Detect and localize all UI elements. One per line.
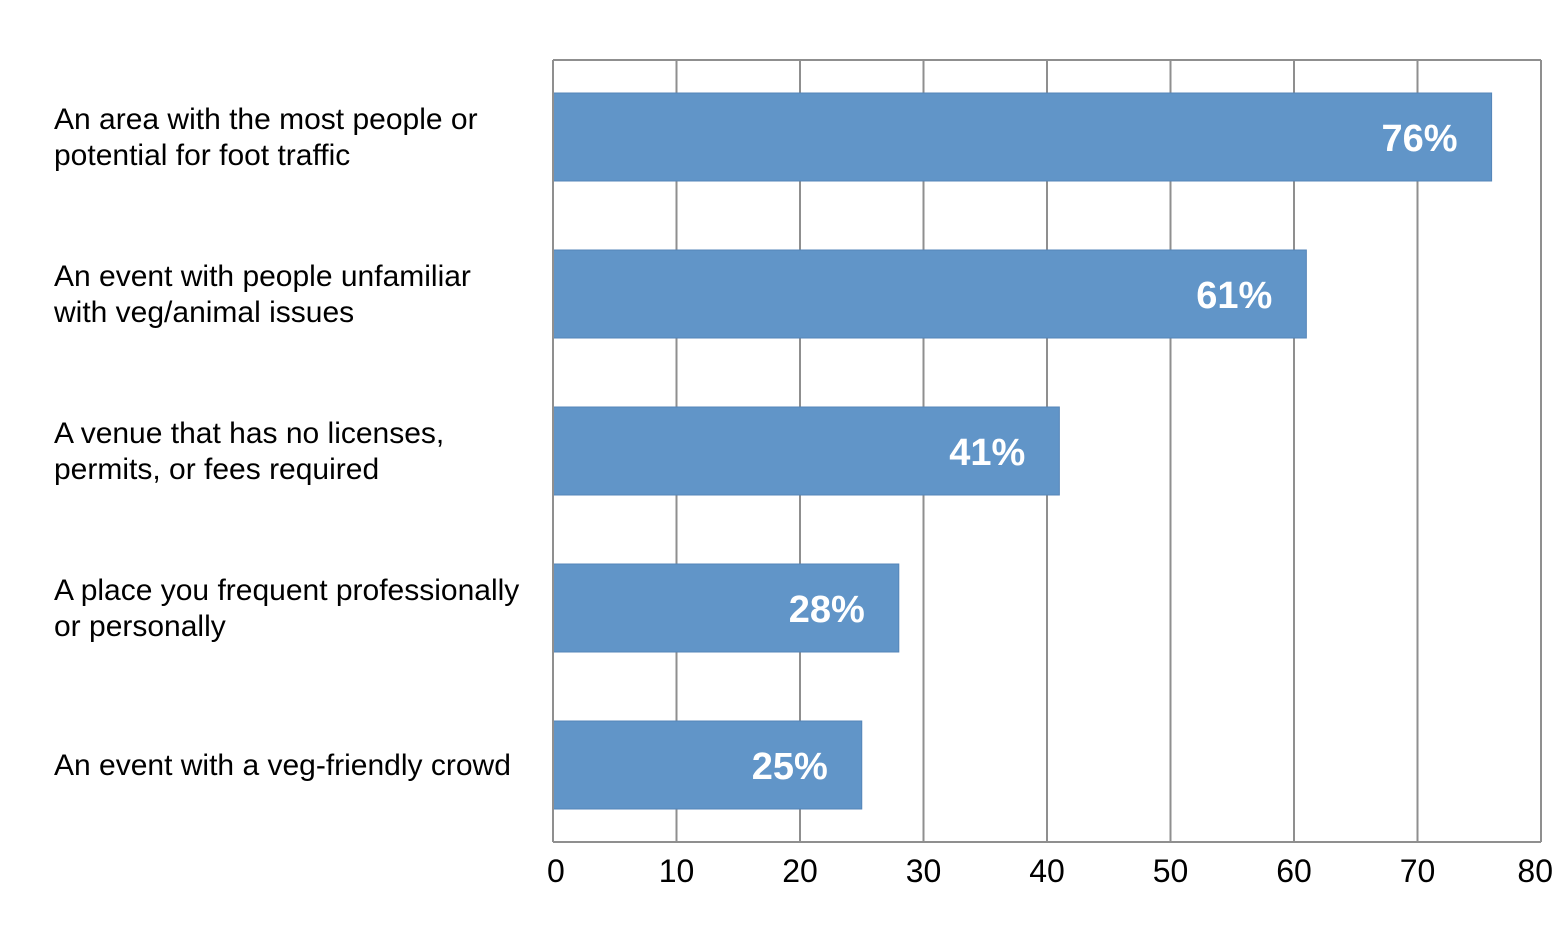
category-label-line: An event with a veg-friendly crowd [54,749,511,782]
category-labels: An area with the most people or potential… [53,103,519,782]
data-label-1: 76% [1382,118,1458,160]
x-tick-label-70: 70 [1400,853,1436,889]
axes [552,60,1541,843]
x-tick-label-80: 80 [1517,853,1553,889]
data-label-5: 25% [752,746,828,788]
x-tick-label-60: 60 [1276,853,1312,889]
x-tick-labels: 0 10 20 30 40 50 60 70 80 [547,853,1553,889]
category-label-2: An event with people unfamiliar with veg/… [53,260,471,329]
bar-3 [552,406,1060,496]
category-label-line: A venue that has no licenses, [54,417,444,450]
bar-4 [552,563,900,653]
category-label-line: permits, or fees required [54,453,379,486]
category-label-line: with veg/animal issues [53,296,354,329]
x-tick-label-10: 10 [659,853,695,889]
data-label-3: 41% [949,432,1025,474]
category-label-3: A venue that has no licenses, permits, or… [54,417,444,486]
category-label-line: A place you frequent professionally [54,574,519,607]
category-label-1: An area with the most people or potential… [54,103,478,172]
category-label-4: A place you frequent professionally or pe… [54,574,519,643]
data-label-4: 28% [789,589,865,631]
category-label-line: An event with people unfamiliar [54,260,471,293]
gridlines [553,59,1542,842]
bar-1 [552,92,1493,182]
bar-5 [552,720,863,810]
category-label-5: An event with a veg-friendly crowd [54,749,511,782]
bars [552,92,1493,810]
data-label-2: 61% [1196,275,1272,317]
x-tick-label-0: 0 [547,853,565,889]
x-tick-label-20: 20 [782,853,818,889]
x-tick-label-30: 30 [906,853,942,889]
x-tick-label-40: 40 [1029,853,1065,889]
x-tick-label-50: 50 [1153,853,1189,889]
category-label-line: potential for foot traffic [54,139,350,172]
category-label-line: or personally [54,610,226,643]
bar-2 [552,249,1307,339]
data-labels: 76% 61% 41% 28% 25% [752,118,1458,788]
category-label-line: An area with the most people or [54,103,478,136]
